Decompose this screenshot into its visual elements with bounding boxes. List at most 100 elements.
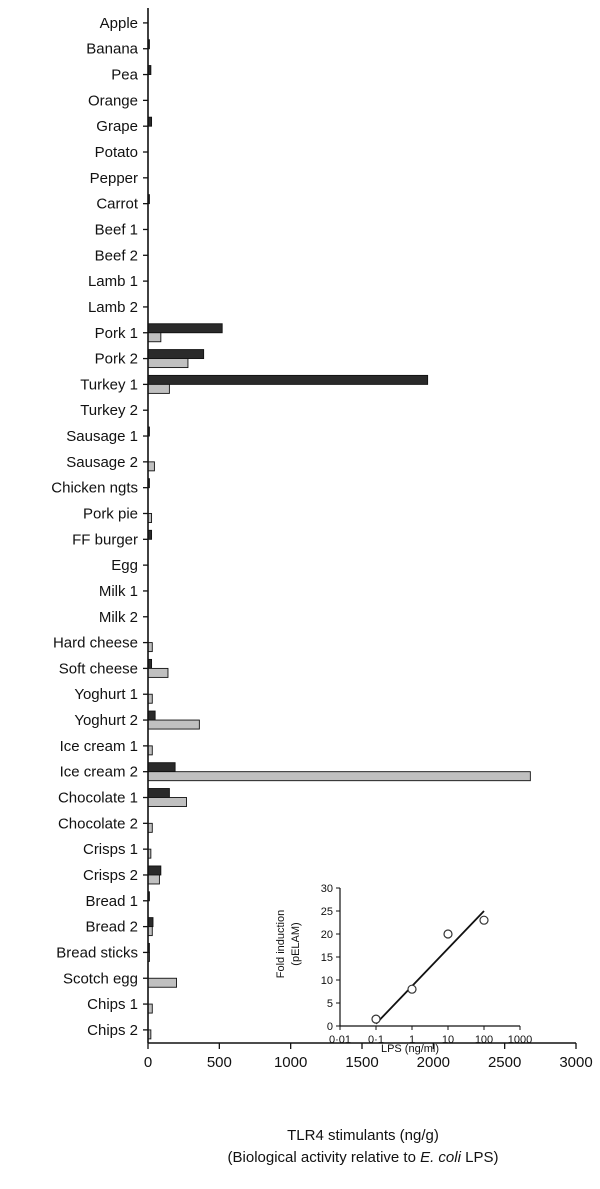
bar	[147, 797, 187, 807]
category-label: Grape	[96, 118, 138, 135]
category-label: Milk 1	[99, 583, 138, 600]
category-label: Lamb 1	[88, 273, 138, 290]
category-label: Crisps 1	[83, 841, 138, 858]
inset-axes	[336, 887, 521, 1030]
bar	[147, 771, 531, 782]
category-label: Pepper	[90, 170, 138, 187]
inset-tick-labels: 0 5 10 15 20 25 30 0·01 0·1 1 10 100 1000	[321, 883, 532, 1046]
inset-x-tick-label: 1	[409, 1034, 415, 1046]
inset-y-tick-label: 20	[321, 929, 333, 941]
category-label: Chips 2	[87, 1022, 138, 1039]
bar	[147, 762, 176, 773]
bar	[147, 358, 189, 369]
x-tick-label: 500	[207, 1054, 232, 1071]
category-label: Pork 2	[95, 351, 138, 368]
category-label: Banana	[86, 41, 138, 58]
category-label: Turkey 2	[80, 402, 138, 419]
category-label: Hard cheese	[53, 635, 138, 652]
category-label: Ice cream 1	[60, 738, 138, 755]
category-label: Pork 1	[95, 325, 138, 342]
inset-x-tick-label: 0·1	[368, 1034, 384, 1046]
x-tick-label: 0	[144, 1054, 152, 1071]
inset-scatter-chart: 0 5 10 15 20 25 30 0·01 0·1 1 10 100 1000 LPS (ng/ml…	[275, 883, 532, 1055]
category-label: Chips 1	[87, 996, 138, 1013]
bar	[147, 383, 170, 394]
inset-y-tick-label: 0	[327, 1021, 333, 1033]
category-label: Scotch egg	[63, 970, 138, 987]
category-label: Beef 1	[95, 221, 138, 238]
inset-x-tick-label: 100	[475, 1034, 493, 1046]
category-label: Sausage 2	[66, 454, 138, 471]
x-axis-label-line1: TLR4 stimulants (ng/g)	[287, 1127, 439, 1144]
category-label: Milk 2	[99, 609, 138, 626]
category-label: Yoghurt 1	[74, 686, 138, 703]
inset-data-point	[443, 929, 453, 939]
inset-y-tick-label: 10	[321, 975, 333, 987]
category-label: Pea	[111, 67, 138, 84]
x-tick-label: 2000	[417, 1054, 450, 1071]
main-bar-chart: Apple Banana Pea Orange Grape Potato Pepper Car…	[51, 8, 593, 1166]
main-axes	[143, 8, 577, 1049]
category-label: Chocolate 2	[58, 815, 138, 832]
category-label: Carrot	[96, 196, 139, 213]
inset-x-tick-label: 1000	[508, 1034, 532, 1046]
category-label: Pork pie	[83, 505, 138, 522]
inset-y-axis-label-line1: Fold induction	[275, 910, 287, 979]
inset-data-point	[371, 1014, 381, 1024]
category-label: Crisps 2	[83, 867, 138, 884]
inset-y-tick-label: 30	[321, 883, 333, 895]
x-tick-label: 2500	[488, 1054, 521, 1071]
inset-x-tick-label: 0·01	[329, 1034, 351, 1046]
bar	[147, 461, 155, 472]
x-axis-label-line2: (Biological activity relative to E. coli…	[228, 1149, 499, 1166]
category-label: Sausage 1	[66, 428, 138, 445]
category-label: Ice cream 2	[60, 764, 138, 781]
inset-data-point	[479, 915, 489, 925]
inset-y-tick-label: 25	[321, 906, 333, 918]
inset-data-point	[407, 984, 417, 994]
inset-x-axis-label: LPS (ng/ml)	[381, 1043, 439, 1055]
inset-y-axis-label-line2: (pELAM)	[290, 922, 302, 965]
bar	[147, 788, 170, 798]
inset-fit-line	[375, 910, 485, 1025]
category-label: Potato	[95, 144, 138, 161]
category-label: Egg	[111, 557, 138, 574]
x-axis-label-line2-italic: E. coli	[420, 1149, 462, 1166]
category-label: Yoghurt 2	[74, 712, 138, 729]
category-label: Lamb 2	[88, 299, 138, 316]
bar	[147, 977, 177, 988]
bar	[147, 349, 205, 360]
category-label: Bread sticks	[56, 944, 138, 961]
bar	[147, 719, 200, 730]
x-tick-labels: 0 500 1000 1500 2000 2500 3000	[144, 1054, 593, 1071]
bar	[147, 710, 156, 721]
category-label: Beef 2	[95, 247, 138, 264]
x-tick-label: 1500	[345, 1054, 378, 1071]
category-label: Bread 2	[85, 919, 138, 936]
category-label: Apple	[100, 15, 138, 32]
bar	[147, 865, 162, 876]
inset-y-tick-label: 5	[327, 998, 333, 1010]
bar	[147, 323, 223, 334]
inset-y-tick-label: 15	[321, 952, 333, 964]
category-label: Soft cheese	[59, 660, 138, 677]
x-axis-label-line2-suffix: LPS)	[461, 1149, 499, 1166]
category-label: Bread 1	[85, 893, 138, 910]
category-label: Chicken ngts	[51, 480, 138, 497]
inset-x-tick-label: 10	[442, 1034, 454, 1046]
category-label: Orange	[88, 92, 138, 109]
inset-points	[371, 910, 489, 1025]
category-label: Turkey 1	[80, 376, 138, 393]
bar	[147, 374, 429, 385]
bar	[147, 332, 162, 343]
category-label: Chocolate 1	[58, 790, 138, 807]
category-labels: Apple Banana Pea Orange Grape Potato Pepper Car…	[51, 15, 139, 1039]
x-axis-label-line2-prefix: (Biological activity relative to	[228, 1149, 421, 1166]
bars	[147, 39, 531, 1040]
category-label: FF burger	[72, 531, 138, 548]
bar	[147, 667, 169, 678]
bar	[147, 874, 160, 885]
x-tick-label: 1000	[274, 1054, 307, 1071]
x-tick-label: 3000	[559, 1054, 592, 1071]
